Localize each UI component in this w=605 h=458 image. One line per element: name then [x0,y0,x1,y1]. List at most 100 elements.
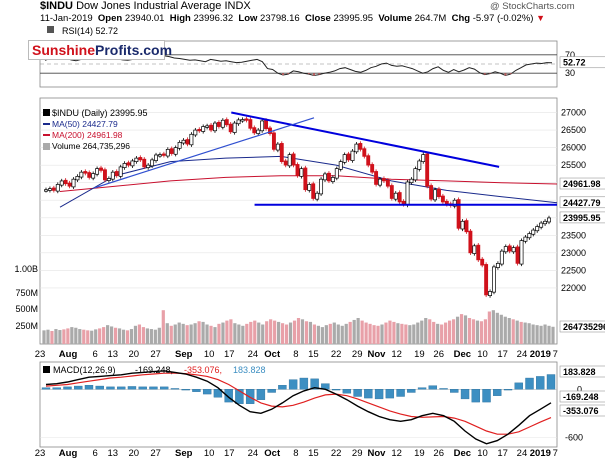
volume-bar [356,318,360,344]
ma50-legend: MA(50) 24427.79 [52,119,118,129]
candle-body [315,192,320,200]
volume-ytick: 1.00B [14,264,38,274]
volume-bar [157,327,161,344]
volume-bar [471,319,476,344]
xaxis-label-bottom: Sep [175,448,193,458]
copyright: @ StockCharts.com [490,1,575,12]
volume-bar [324,325,328,344]
volume-bar [547,325,551,344]
price-ytick: 27000 [561,108,586,118]
ma50-tag-bg [559,196,605,209]
candle-body [342,154,347,163]
volume-bar [145,328,149,344]
candle-body [252,127,257,134]
candle-body [224,119,229,126]
macd-histogram-bar [159,386,169,390]
volume-bar [444,322,448,344]
volume-bar [133,325,138,344]
volume-ytick: 250M [15,321,38,331]
volume-bar [249,321,253,344]
candle-body [492,266,496,293]
candle-body [437,188,441,198]
candle-body [295,164,300,177]
candle-body [283,160,288,166]
rsi-line [44,55,553,77]
xaxis-label: 17 [497,349,508,360]
volume-bar [312,324,317,344]
candle-body [275,143,280,151]
xaxis-label-bottom: 26 [433,448,444,458]
high-value: 23996.32 [193,13,234,24]
rsi-value-tag: 52.72 [563,58,586,68]
macd-histogram-bar [267,389,276,393]
macd-histogram-bar [374,389,384,400]
volume-bar [308,321,313,344]
xaxis-label-bottom: 22 [331,448,342,458]
volume-bar [352,319,356,344]
xaxis-label-bottom: 13 [107,448,118,458]
candle-body [118,166,123,177]
volume-bar [316,325,320,344]
xaxis-label-bottom: 17 [224,448,235,458]
xaxis-label-bottom: 12 [391,448,402,458]
volume-bar [217,323,221,344]
macd-ytick-600: -600 [565,432,583,442]
candle-body [425,153,430,187]
macd-histogram-bar [503,389,513,391]
candle-body [326,172,331,182]
candle-body [79,171,84,178]
candle-body [189,133,194,146]
candle-body [114,171,119,177]
volume-bar [380,324,384,344]
candle-body [142,158,147,168]
rsi-value-tag-bg [559,56,605,69]
candle-body [87,172,92,178]
candle-body [480,258,485,266]
volume-bar [300,319,305,344]
volume-bar [269,319,273,344]
open-value: 23940.01 [124,13,165,24]
macd-histogram-bar [41,387,51,390]
volume-ytick: 500M [15,304,38,314]
volume-bar [523,322,527,344]
candle-body [362,148,367,157]
volume-bar [86,330,90,344]
macd-histogram-bar [514,382,523,390]
candle-body [201,126,206,132]
candle-body [71,178,76,188]
volume-bar [459,314,464,344]
xaxis-label-bottom: 15 [308,448,319,458]
volume-bar [332,322,336,344]
volume-bar [396,323,400,344]
macd-histogram-bar [310,378,319,390]
macd-histogram-bar [331,389,341,391]
volume-bar [515,320,519,344]
candle-body [185,139,190,145]
macd-histogram-bar [460,389,470,400]
brand-part2: Profits.com [95,42,173,58]
xaxis-label: Aug [59,349,78,360]
volume-bar [141,327,146,344]
candle-body [220,119,225,128]
volume-bar [129,329,134,344]
price-legend: $INDU (Daily) 23995.95 [52,108,148,118]
xaxis-label: 6 [93,349,98,360]
macd-histogram-bar [213,389,223,398]
xaxis-label: Sep [175,349,193,360]
rsi-legend-swatch [47,26,54,33]
volume-bar [408,325,412,344]
volume-bar [503,316,507,344]
xaxis-label: Dec [454,349,471,360]
xaxis-label: 24 [248,349,259,360]
candle-body [389,185,394,199]
volume-bar [491,310,495,344]
macd-histogram-bar [546,374,556,390]
volume-bar [273,320,277,344]
candle-body [95,168,100,175]
price-ytick: 23500 [561,230,586,240]
candle-body [543,220,548,225]
candle-body [236,119,241,125]
rsi-ytick-70: 70 [565,50,575,60]
ma200-line [59,175,558,192]
candle-body [134,157,139,162]
